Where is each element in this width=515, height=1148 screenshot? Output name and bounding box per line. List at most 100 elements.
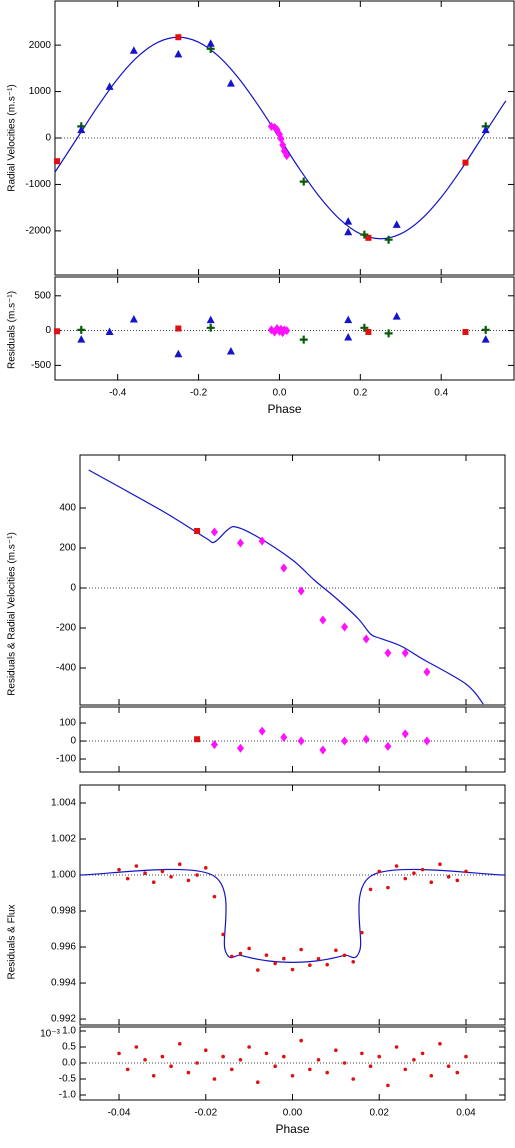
y-tick-label: -400 <box>56 663 76 674</box>
data-point <box>105 327 114 335</box>
y-tick-label: -1.0 <box>59 1090 77 1101</box>
data-point <box>368 1064 373 1069</box>
data-point <box>420 1051 425 1056</box>
data-point <box>299 177 308 186</box>
plot-frame <box>79 1026 506 1101</box>
data-point <box>412 1058 416 1062</box>
data-point <box>344 227 353 236</box>
data-point <box>206 323 215 332</box>
data-point <box>117 1051 121 1056</box>
y-tick-label: 0.992 <box>51 1014 76 1025</box>
plot-frame <box>79 784 506 1026</box>
data-point <box>299 1038 303 1043</box>
data-point <box>125 876 130 881</box>
data-point <box>394 864 399 868</box>
model-curve <box>54 36 507 240</box>
data-point <box>299 335 308 344</box>
data-point <box>365 328 372 335</box>
model-curve <box>79 868 506 963</box>
data-point <box>377 1054 382 1059</box>
x-tick-label: -0.04 <box>108 1108 131 1119</box>
data-point <box>462 328 469 335</box>
data-point <box>77 325 86 334</box>
data-point <box>429 880 434 885</box>
data-point <box>462 159 469 166</box>
data-point <box>283 151 291 161</box>
data-point <box>368 887 373 892</box>
data-point <box>319 615 327 625</box>
data-point <box>247 946 251 951</box>
data-point <box>160 1054 165 1059</box>
y-tick-label: 100 <box>59 718 76 729</box>
data-point <box>341 736 349 746</box>
data-point <box>365 234 372 241</box>
x-axis-label: Phase <box>275 1122 309 1136</box>
data-point <box>177 862 182 867</box>
data-point <box>54 158 61 165</box>
data-point <box>129 314 138 323</box>
data-point <box>401 729 409 739</box>
data-point <box>377 869 382 874</box>
data-point <box>423 736 431 746</box>
data-point <box>271 122 279 132</box>
data-point <box>117 867 121 872</box>
data-point <box>54 328 61 335</box>
y-tick-label: -2000 <box>25 226 51 237</box>
data-point <box>429 1074 434 1078</box>
data-point <box>282 956 286 961</box>
data-point <box>236 538 244 548</box>
data-point <box>125 1067 130 1072</box>
data-point <box>362 634 370 644</box>
data-point <box>342 1061 347 1065</box>
data-point <box>455 1070 460 1075</box>
y-tick-label: 0 <box>70 583 76 594</box>
data-point <box>360 230 369 239</box>
data-point <box>394 1045 399 1049</box>
data-point <box>438 1042 442 1046</box>
y-tick-label: 1.0 <box>62 1026 76 1037</box>
data-point <box>341 622 349 632</box>
data-point <box>195 1061 199 1065</box>
y-axis-label: Residuals (m.s⁻¹) <box>7 291 18 369</box>
data-point <box>412 871 416 876</box>
y-tick-label: 0.994 <box>51 978 76 989</box>
data-point <box>169 1064 173 1069</box>
data-point <box>258 726 266 736</box>
data-point <box>360 930 364 935</box>
y-tick-label: 1000 <box>29 86 52 97</box>
data-point <box>401 648 409 658</box>
data-point <box>186 1070 191 1075</box>
data-point <box>195 873 199 877</box>
data-point <box>238 951 243 956</box>
data-point <box>77 335 86 343</box>
x-tick-label: -0.02 <box>194 1108 217 1119</box>
data-point <box>210 527 218 537</box>
data-point <box>229 1067 234 1072</box>
data-point <box>212 894 217 899</box>
data-point <box>438 862 442 867</box>
data-point <box>221 1054 225 1059</box>
data-point <box>226 346 235 355</box>
y-axis-label: Residuals & Flux <box>7 904 18 979</box>
data-point <box>297 586 305 596</box>
data-point <box>151 1074 156 1078</box>
data-point <box>229 954 234 959</box>
y-tick-label: 0.996 <box>51 942 76 953</box>
data-point <box>174 49 183 58</box>
y-tick-label: 0 <box>70 736 76 747</box>
data-point <box>360 1051 364 1056</box>
data-point <box>194 528 201 534</box>
y-tick-label: 500 <box>34 290 51 301</box>
data-point <box>256 968 260 972</box>
data-point <box>481 125 490 134</box>
data-point <box>299 947 303 952</box>
x-tick-label: 0.00 <box>283 1108 303 1119</box>
data-point <box>280 732 288 742</box>
y-tick-label: 0.0 <box>62 1058 76 1069</box>
y-tick-label: -100 <box>56 754 76 765</box>
y-tick-label: -500 <box>31 360 51 371</box>
data-point <box>384 648 392 658</box>
data-point <box>392 220 401 228</box>
data-point <box>384 235 393 244</box>
